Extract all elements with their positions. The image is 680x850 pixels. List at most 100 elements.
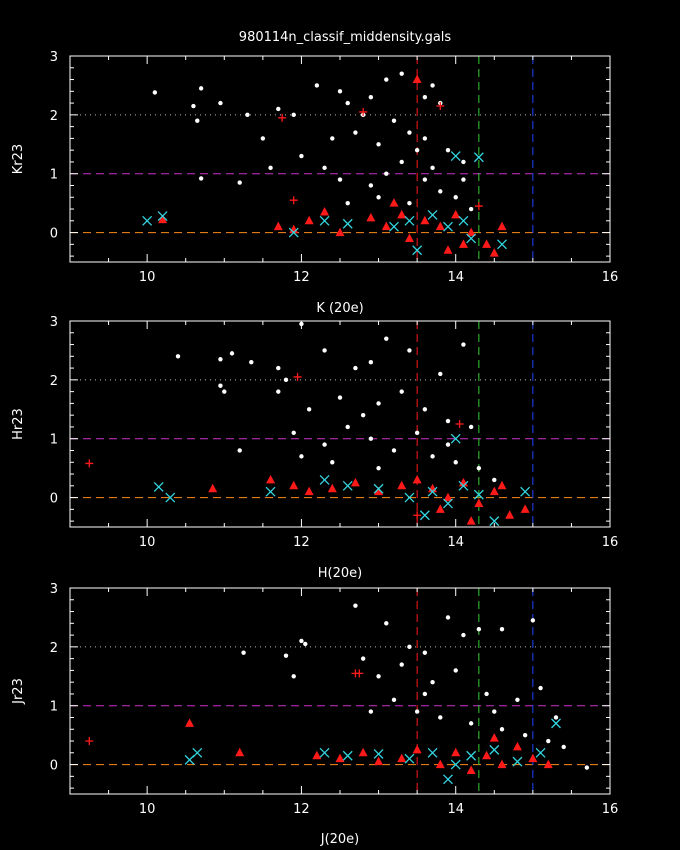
data-point-triangle	[489, 733, 499, 742]
data-point-dot	[561, 744, 566, 750]
data-point-dot	[306, 407, 312, 412]
data-point-triangle	[412, 474, 422, 484]
data-point-triangle	[185, 718, 195, 727]
data-point-dot	[492, 709, 497, 714]
y-tick-label: 3	[50, 582, 58, 597]
data-point-dot	[198, 176, 204, 181]
data-point-dot	[283, 377, 289, 383]
data-point-dot	[360, 412, 366, 418]
data-point-triangle	[482, 750, 492, 760]
data-point-cross	[373, 483, 384, 494]
x-tick-label: 10	[139, 535, 156, 550]
x-tick-label: 10	[139, 270, 156, 285]
data-point-cross	[458, 215, 469, 226]
data-point-cross	[319, 747, 330, 758]
data-point-triangle	[435, 759, 445, 769]
data-point-dot	[241, 650, 246, 655]
series-triangle	[208, 474, 530, 525]
data-point-dot	[407, 348, 412, 353]
data-point-dot	[384, 621, 389, 626]
x-tick-label: 14	[447, 802, 464, 817]
data-point-triangle	[304, 486, 314, 496]
data-point-triangle	[412, 744, 422, 754]
data-point-dot	[353, 365, 358, 371]
data-point-dot	[461, 159, 466, 165]
data-point-cross	[319, 215, 330, 226]
data-point-triangle	[512, 741, 522, 751]
x-tick-label: 16	[602, 535, 619, 550]
series-plus	[85, 669, 364, 746]
data-point-dot	[522, 732, 528, 738]
data-point-triangle	[374, 486, 384, 496]
data-point-plus	[359, 107, 368, 116]
data-point-dot	[276, 106, 281, 112]
data-point-dot	[237, 448, 242, 453]
data-point-dot	[399, 71, 404, 76]
data-point-dot	[438, 189, 443, 194]
figure-title: 980114n_classif_middensity.gals	[239, 30, 452, 45]
data-point-dot	[484, 691, 489, 697]
data-point-dot	[368, 183, 374, 188]
series-dot	[241, 603, 590, 770]
data-point-dot	[530, 618, 536, 623]
data-point-dot	[445, 147, 451, 153]
data-point-cross	[427, 747, 438, 758]
data-point-dot	[384, 171, 389, 176]
data-point-dot	[422, 177, 428, 182]
data-point-cross	[443, 498, 453, 509]
data-point-dot	[438, 715, 443, 720]
data-point-triangle	[435, 221, 445, 231]
data-point-triangle	[543, 759, 553, 769]
y-tick-label: 2	[50, 374, 58, 389]
data-point-triangle	[497, 480, 507, 490]
data-point-dot	[414, 709, 420, 714]
data-point-plus	[413, 511, 422, 520]
data-point-dot	[376, 195, 381, 200]
y-tick-label: 2	[50, 109, 58, 124]
data-point-dot	[249, 360, 254, 365]
data-point-cross	[489, 516, 500, 527]
data-point-dot	[299, 638, 304, 644]
x-tick-label: 10	[139, 802, 156, 817]
data-point-triangle	[335, 753, 345, 763]
data-point-dot	[414, 430, 420, 436]
data-point-plus	[289, 196, 298, 205]
data-point-dot	[391, 697, 397, 703]
data-point-dot	[430, 679, 435, 685]
data-point-dot	[299, 153, 304, 159]
data-point-cross	[450, 759, 461, 770]
data-point-plus	[436, 102, 445, 111]
y-tick-label: 2	[50, 641, 58, 656]
data-point-dot	[218, 100, 223, 106]
series-dot	[152, 71, 474, 212]
data-point-dot	[360, 656, 366, 661]
data-point-dot	[276, 389, 281, 394]
data-point-plus	[355, 669, 364, 678]
data-point-dot	[260, 136, 266, 141]
data-point-dot	[345, 424, 350, 430]
y-tick-label: 0	[50, 759, 58, 774]
data-point-cross	[512, 756, 523, 767]
data-point-dot	[399, 159, 404, 165]
data-point-triangle	[466, 516, 476, 525]
x-tick-label: 16	[602, 270, 619, 285]
data-point-triangle	[420, 215, 430, 225]
data-point-plus	[85, 737, 94, 746]
data-point-dot	[422, 407, 428, 412]
data-point-cross	[466, 750, 477, 761]
data-point-dot	[368, 360, 374, 365]
data-point-triangle	[358, 747, 368, 757]
data-point-dot	[430, 454, 435, 459]
data-point-dot	[330, 136, 335, 141]
data-point-cross	[412, 245, 423, 256]
plot-frame	[69, 587, 611, 795]
x-axis-label: H(20e)	[318, 566, 362, 581]
y-axis-label: Kr23	[11, 144, 26, 174]
data-point-cross	[192, 747, 203, 758]
data-point-triangle	[335, 227, 345, 237]
data-point-dot	[407, 644, 412, 650]
data-point-cross	[473, 152, 484, 163]
x-tick-label: 12	[293, 802, 310, 817]
